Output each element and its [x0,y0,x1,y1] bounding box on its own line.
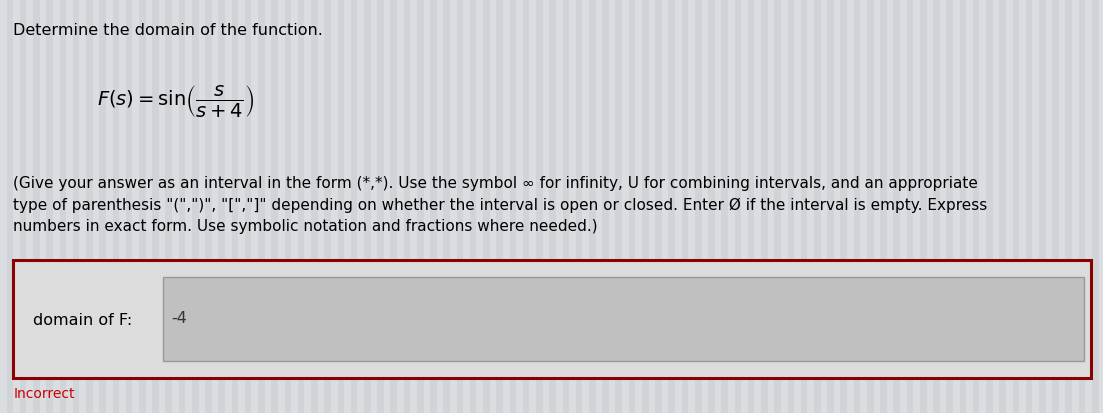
Bar [582,0,589,413]
Bar [318,0,324,413]
Bar [172,0,179,413]
Bar [1072,0,1079,413]
Bar [53,0,60,413]
Bar [331,0,338,413]
Bar [13,0,20,413]
Bar [768,0,774,413]
Text: Determine the domain of the function.: Determine the domain of the function. [13,23,323,38]
Text: (Give your answer as an interval in the form (*,*). Use the symbol ∞ for infinit: (Give your answer as an interval in the … [13,176,987,234]
Bar [26,0,33,413]
Text: -4: -4 [171,311,186,326]
Bar [212,0,218,413]
Bar [649,0,655,413]
Bar [662,0,668,413]
Bar [675,0,682,413]
Bar [159,0,165,413]
Bar [463,0,470,413]
Bar [225,0,232,413]
Bar [834,0,840,413]
Bar [93,0,99,413]
Bar [132,0,139,413]
Bar [596,0,602,413]
FancyBboxPatch shape [163,277,1084,361]
Bar [516,0,523,413]
Bar [900,0,907,413]
Bar [437,0,443,413]
Bar [476,0,483,413]
Bar [781,0,788,413]
Bar [927,0,933,413]
Bar [79,0,86,413]
Bar [622,0,629,413]
Bar [1019,0,1026,413]
Bar [953,0,960,413]
Bar [291,0,298,413]
Bar [1006,0,1013,413]
Bar [371,0,377,413]
Bar [357,0,364,413]
Bar [40,0,46,413]
Bar [344,0,351,413]
Bar [741,0,748,413]
Bar [119,0,126,413]
Bar [424,0,430,413]
Bar [0,0,7,413]
Bar [450,0,457,413]
Bar [1099,0,1103,413]
Bar [106,0,113,413]
Bar [185,0,192,413]
Bar [847,0,854,413]
Bar [609,0,615,413]
Bar [966,0,973,413]
Bar [265,0,271,413]
Bar [278,0,285,413]
Bar [304,0,311,413]
Bar [635,0,642,413]
Bar [1085,0,1092,413]
Text: $F(s) = \mathrm{sin}\left(\dfrac{s}{s+4}\right)$: $F(s) = \mathrm{sin}\left(\dfrac{s}{s+4}… [97,83,255,119]
Bar [728,0,735,413]
Bar [1046,0,1052,413]
Bar [887,0,893,413]
FancyBboxPatch shape [13,260,1091,378]
Bar [702,0,708,413]
Bar [238,0,245,413]
Bar [556,0,563,413]
Bar [503,0,510,413]
Bar [146,0,152,413]
Bar [410,0,417,413]
Bar [807,0,814,413]
Bar [569,0,576,413]
Bar [874,0,880,413]
Bar [860,0,867,413]
Bar [821,0,827,413]
Bar [66,0,73,413]
Bar [993,0,999,413]
Text: domain of F:: domain of F: [33,313,132,328]
Bar [979,0,986,413]
Bar [529,0,536,413]
Bar [1059,0,1065,413]
Bar [199,0,205,413]
Bar [715,0,721,413]
Bar [794,0,801,413]
Bar [688,0,695,413]
Bar [251,0,258,413]
Bar [397,0,404,413]
Bar [1032,0,1039,413]
Bar [543,0,549,413]
Bar [384,0,390,413]
Bar [940,0,946,413]
Bar [490,0,496,413]
Text: Incorrect: Incorrect [13,387,75,401]
Bar [913,0,920,413]
Bar [754,0,761,413]
